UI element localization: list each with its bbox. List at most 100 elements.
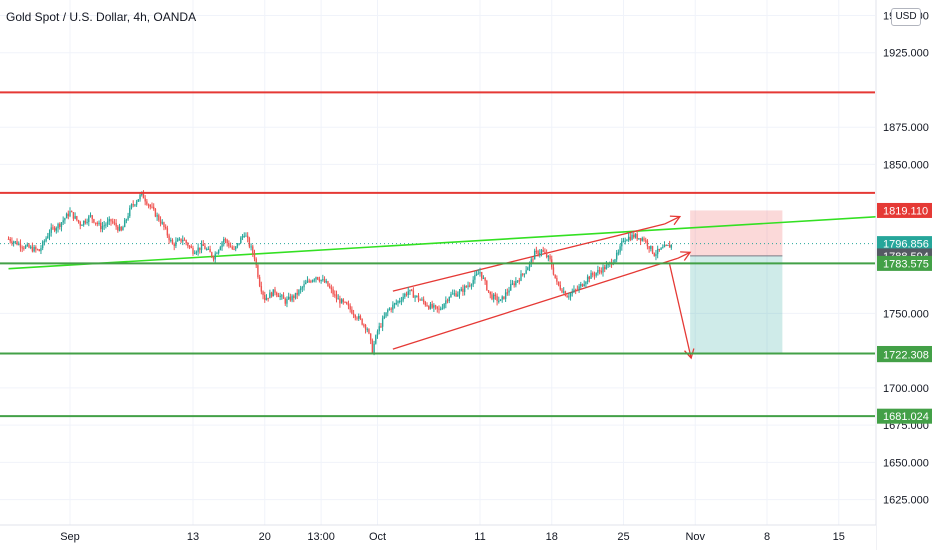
- candle-body: [235, 246, 237, 250]
- candle-body: [619, 246, 621, 253]
- candle: [513, 280, 515, 288]
- candle: [176, 237, 179, 242]
- candle-body: [163, 222, 165, 227]
- candle-body: [158, 215, 160, 221]
- candle-body: [363, 324, 365, 326]
- price-label-bg: [877, 408, 932, 424]
- candle: [549, 254, 551, 262]
- candle: [67, 210, 69, 220]
- candle-body: [648, 246, 650, 249]
- candle-body: [255, 258, 257, 266]
- candle: [399, 297, 401, 304]
- candle: [361, 318, 363, 326]
- candle: [627, 232, 630, 243]
- candle-body: [399, 301, 401, 303]
- candle-body: [28, 244, 30, 248]
- candle-body: [641, 238, 643, 241]
- candle-body: [417, 295, 420, 300]
- candle-body: [581, 284, 584, 287]
- candle: [475, 270, 478, 277]
- candle-body: [614, 259, 616, 263]
- candle-body: [260, 286, 263, 292]
- candle-body: [549, 255, 551, 260]
- candle: [508, 286, 510, 296]
- candle-body: [322, 279, 324, 281]
- candle: [53, 226, 56, 233]
- candle: [431, 300, 433, 309]
- candle: [363, 323, 365, 328]
- candle: [84, 218, 87, 225]
- candle-body: [578, 286, 580, 290]
- horizontal-levels[interactable]: [0, 91, 875, 418]
- candle-body: [146, 201, 148, 205]
- candle-body: [547, 255, 550, 258]
- candle-body: [405, 293, 408, 295]
- candle: [241, 233, 244, 241]
- candle-body: [62, 220, 64, 223]
- candle-body: [127, 216, 129, 220]
- currency-button[interactable]: USD: [891, 8, 921, 26]
- candle: [199, 247, 201, 254]
- price-axis[interactable]: 1950.0001925.0001875.0001850.0001750.000…: [875, 0, 932, 550]
- candle: [122, 225, 124, 231]
- candle: [354, 314, 356, 321]
- candle: [19, 239, 22, 252]
- candle: [446, 298, 449, 304]
- candle-body: [646, 240, 649, 247]
- candle-body: [296, 292, 298, 295]
- candle-body: [446, 300, 449, 302]
- time-axis[interactable]: Sep 13 20 13:00 Oct 11 18 25 Nov 8 15: [0, 524, 876, 550]
- candle: [200, 240, 203, 254]
- candle-body: [424, 301, 427, 306]
- candle: [183, 237, 186, 241]
- candle: [36, 248, 39, 251]
- candle: [624, 237, 626, 245]
- candle: [356, 316, 358, 321]
- candle-body: [286, 298, 288, 304]
- candle: [385, 312, 387, 318]
- channel-upper-arrow-shaft: [664, 215, 681, 225]
- candle-body: [650, 246, 652, 249]
- candle: [438, 305, 440, 314]
- candle-body: [580, 284, 582, 287]
- candle-body: [108, 219, 110, 222]
- candle-body: [269, 292, 271, 299]
- candle-body: [72, 212, 75, 219]
- candle: [503, 296, 505, 300]
- candle-body: [622, 240, 625, 242]
- candle: [378, 322, 380, 335]
- candle-body: [656, 248, 659, 255]
- candle: [79, 220, 81, 230]
- candle-body: [248, 238, 251, 247]
- candle: [303, 280, 305, 291]
- candle-body: [477, 273, 479, 275]
- candle: [62, 216, 64, 226]
- candle-body: [422, 299, 425, 302]
- candle-body: [410, 289, 413, 291]
- candle-body: [204, 245, 206, 250]
- candle-body: [262, 291, 264, 296]
- candle: [383, 312, 386, 320]
- candle-body: [462, 288, 464, 292]
- candle-body: [123, 220, 126, 228]
- candle-body: [170, 239, 172, 241]
- candle-body: [76, 216, 78, 221]
- candle: [163, 221, 165, 231]
- candle: [209, 245, 211, 253]
- candle: [195, 250, 198, 255]
- candle: [269, 289, 271, 299]
- candle: [595, 272, 597, 278]
- candle: [631, 232, 633, 241]
- candle: [380, 322, 382, 328]
- candle: [395, 299, 397, 306]
- candle: [258, 274, 261, 288]
- candle-body: [557, 281, 560, 286]
- candle: [24, 244, 27, 249]
- candle-body: [154, 208, 157, 217]
- candle: [144, 195, 146, 206]
- candle: [318, 276, 321, 283]
- candle: [301, 285, 304, 292]
- candle-body: [88, 216, 90, 222]
- candle-body: [156, 215, 158, 217]
